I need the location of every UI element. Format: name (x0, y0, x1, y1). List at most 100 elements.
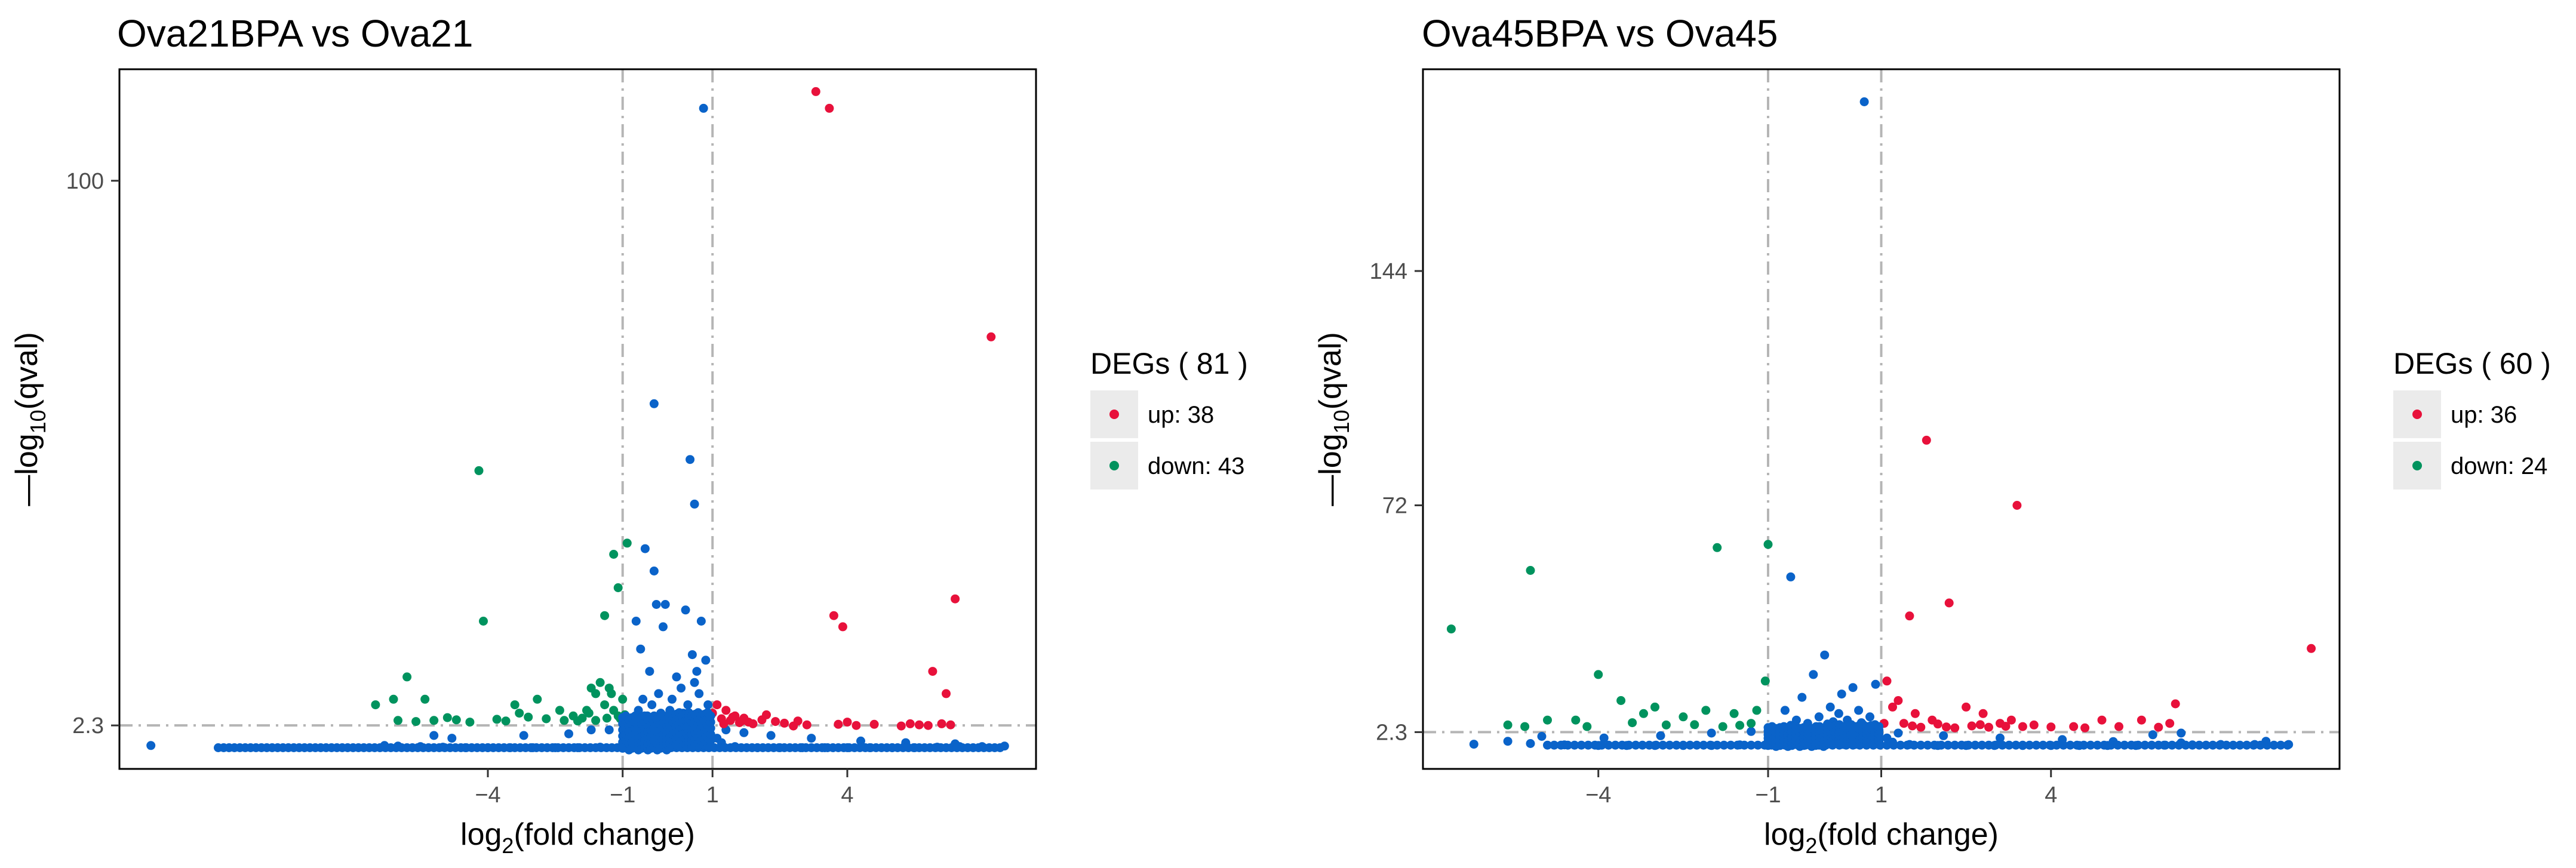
point-ns (2181, 740, 2190, 750)
point-ns (2120, 740, 2129, 750)
point-ns (1814, 712, 1824, 722)
point-ns (2249, 740, 2258, 750)
point-ns (1871, 679, 1880, 689)
point-ns (2072, 740, 2082, 750)
point-ns (692, 667, 702, 676)
point-up (1984, 722, 1993, 732)
point-ns (564, 729, 573, 738)
point-ns (1644, 740, 1654, 750)
point-down (1446, 624, 1456, 634)
point-down (622, 538, 632, 548)
point-ns (659, 622, 668, 632)
point-ns (2160, 740, 2170, 750)
point-ns (649, 399, 659, 408)
y-tick-label: 2.3 (1376, 720, 1407, 745)
point-ns (2269, 740, 2279, 750)
point-down (1628, 718, 1637, 728)
y-axis-label: —log10(qval) (10, 332, 50, 506)
point-ns (2025, 740, 2034, 750)
point-ns (2263, 740, 2272, 750)
point-down (600, 700, 610, 710)
point-ns (690, 678, 699, 687)
x-tick-label: 4 (841, 783, 853, 808)
point-ns (429, 731, 439, 740)
point-ns (706, 711, 715, 721)
point-ns (1631, 740, 1640, 750)
point-up (743, 718, 753, 727)
point-up (1950, 723, 1960, 732)
point-ns (1996, 733, 2005, 743)
point-ns (1930, 740, 1939, 750)
point-up (2165, 719, 2175, 728)
series-up (1879, 435, 2316, 732)
point-up (802, 720, 811, 730)
point-ns (2188, 740, 2197, 750)
point-ns (586, 725, 596, 735)
point-up (771, 717, 780, 727)
point-down (1616, 696, 1626, 705)
point-up (721, 706, 731, 715)
point-ns (2208, 740, 2218, 750)
point-ns (2140, 740, 2150, 750)
point-down (389, 694, 398, 704)
point-up (811, 87, 820, 96)
point-down (1752, 706, 1762, 715)
point-up (2006, 715, 2016, 725)
series-down (1446, 540, 1773, 731)
point-ns (699, 103, 708, 113)
point-ns (703, 700, 713, 710)
point-down (591, 689, 601, 698)
point-ns (672, 672, 681, 682)
point-ns (687, 650, 697, 660)
point-ns (2079, 740, 2089, 750)
point-down (524, 712, 533, 722)
point-ns (2222, 740, 2231, 750)
point-ns (1820, 650, 1830, 660)
legend-label: down: 43 (1148, 453, 1244, 479)
point-down (555, 706, 564, 715)
point-down (402, 672, 412, 682)
point-ns (447, 734, 457, 743)
point-up (2307, 644, 2316, 653)
point-up (1908, 721, 1917, 731)
point-ns (2147, 740, 2156, 750)
point-ns (1834, 709, 1843, 718)
point-down (510, 700, 519, 710)
point-ns (1786, 572, 1796, 581)
x-tick-label: −1 (610, 783, 635, 808)
point-down (1701, 706, 1711, 715)
point-ns (1747, 727, 1756, 736)
point-up (1967, 721, 1976, 731)
point-up (1893, 696, 1903, 705)
volcano-plot-2: Ova45BPA vs Ova45 −4 −1 1 4 2.3 72 144 log2(fold… (1313, 12, 2551, 858)
point-ns (1563, 740, 1573, 750)
point-down (492, 715, 502, 724)
point-ns (2093, 740, 2102, 750)
point-up (2080, 723, 2090, 732)
point-down (613, 583, 623, 592)
point-ns (1699, 740, 1708, 750)
point-ns (706, 730, 715, 739)
point-ns (2168, 740, 2177, 750)
point-ns (668, 694, 677, 704)
point-up (1905, 611, 1914, 621)
point-up (1916, 722, 1926, 732)
point-down (1690, 720, 1699, 730)
point-ns (2228, 740, 2238, 750)
point-up (737, 716, 746, 726)
point-up (942, 689, 951, 698)
point-ns (683, 700, 693, 710)
point-down (1526, 566, 1535, 575)
point-up (2171, 699, 2180, 709)
point-up (2046, 722, 2056, 732)
point-ns (1733, 740, 1742, 750)
x-axis-label: log2(fold change) (1764, 817, 1999, 858)
point-ns (1854, 706, 1864, 715)
point-ns (995, 743, 1005, 752)
point-ns (1837, 690, 1846, 699)
point-ns (1599, 733, 1609, 743)
point-ns (2018, 740, 2027, 750)
y-tick-label: 2.3 (72, 713, 104, 738)
point-up (2001, 722, 2011, 731)
